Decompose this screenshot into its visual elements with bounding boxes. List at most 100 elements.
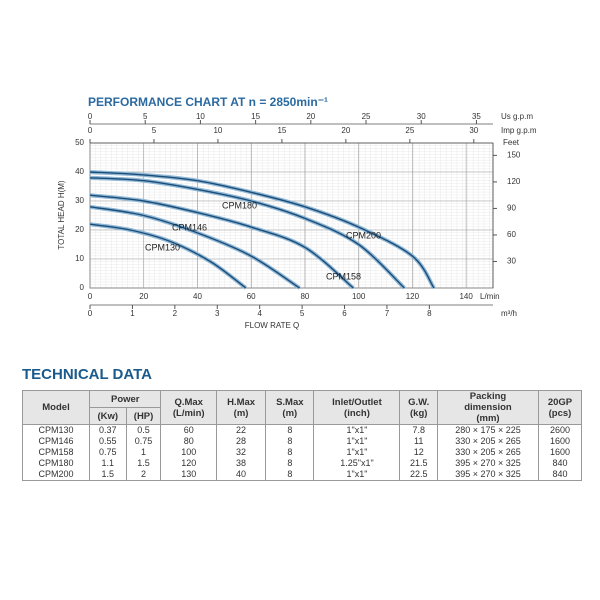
- section-title: TECHNICAL DATA: [22, 366, 152, 383]
- y-tick-label: 10: [75, 254, 84, 263]
- x-tick-label: 140: [459, 292, 473, 301]
- table-cell: CPM180: [22, 458, 90, 469]
- table-cell: 280 × 175 × 225: [437, 424, 539, 436]
- header-line: Q.Max: [174, 396, 203, 408]
- tick-label: 60: [507, 230, 516, 239]
- curve-label: CPM200: [346, 230, 381, 240]
- header-cell: (HP): [125, 407, 162, 425]
- table-cell: 0.37: [89, 424, 127, 436]
- header-line: (mm): [476, 413, 500, 424]
- header-line: Inlet/Outlet: [332, 396, 382, 408]
- table-cell: 8: [265, 447, 315, 458]
- tick-label: 150: [507, 150, 521, 159]
- curve-label: CPM180: [222, 200, 257, 210]
- header-cell: H.Max (m): [215, 390, 267, 425]
- table-cell: 1"x1": [313, 436, 401, 447]
- tick-label: 35: [472, 112, 481, 121]
- table-cell: 12: [399, 447, 438, 458]
- tick-label: 30: [507, 257, 516, 266]
- x-axis-label: FLOW RATE Q: [245, 321, 300, 330]
- header-line: Packing: [469, 391, 507, 402]
- x-tick-label: 20: [139, 292, 148, 301]
- table-cell: 8: [265, 458, 315, 469]
- y-tick-label: 20: [75, 225, 84, 234]
- table-cell: 40: [215, 469, 267, 481]
- table-cell: 1.25"x1": [313, 458, 401, 469]
- axis-unit: Feet: [503, 138, 520, 147]
- table-cell: 2: [125, 469, 162, 481]
- table-cell: 22: [215, 424, 267, 436]
- table-cell: 22.5: [399, 469, 438, 481]
- table-row: CPM200 1.5 2 130 40 8 1"x1" 22.5 395 × 270 × 325…: [22, 469, 582, 481]
- tick-label: 6: [342, 309, 347, 318]
- tick-label: 0: [88, 309, 93, 318]
- x-tick-label: 60: [247, 292, 256, 301]
- table-cell: 7.8: [399, 424, 438, 436]
- tick-label: 120: [507, 177, 521, 186]
- axis-unit: Imp g.p.m: [501, 126, 537, 135]
- header-cell: G.W. (kg): [399, 390, 438, 425]
- x-tick-label: 100: [352, 292, 366, 301]
- tick-label: 7: [385, 309, 390, 318]
- table-cell: 120: [160, 458, 217, 469]
- technical-table: Model Power Q.Max (L/min) H.Max (m) S.Max(…: [22, 390, 582, 481]
- table-cell: 38: [215, 458, 267, 469]
- table-cell: 80: [160, 436, 217, 447]
- table-cell: CPM130: [22, 424, 90, 436]
- table-cell: 1"x1": [313, 424, 401, 436]
- performance-chart: PERFORMANCE CHART AT n = 2850min⁻¹ TOTAL…: [57, 95, 537, 330]
- tick-label: 1: [130, 309, 135, 318]
- table-cell: 1600: [538, 436, 582, 447]
- header-cell: 20GP (pcs): [538, 390, 582, 425]
- tick-label: 4: [257, 309, 262, 318]
- table-cell: 28: [215, 436, 267, 447]
- header-cell: S.Max (m): [265, 390, 315, 425]
- x-tick-label: 0: [88, 292, 93, 301]
- curve: [89, 171, 435, 289]
- tick-label: 0: [88, 112, 93, 121]
- table-cell: 130: [160, 469, 217, 481]
- tick-label: 25: [405, 126, 414, 135]
- tick-label: 15: [251, 112, 260, 121]
- table-cell: 1.5: [125, 458, 162, 469]
- table-cell: CPM158: [22, 447, 90, 458]
- table-row: CPM180 1.1 1.5 120 38 8 1.25"x1" 21.5 395 × 270 …: [22, 458, 582, 469]
- table-cell: 32: [215, 447, 267, 458]
- table-cell: 8: [265, 424, 315, 436]
- x-unit: L/min: [480, 292, 500, 301]
- header-line: S.Max: [276, 396, 304, 408]
- table-cell: 0.55: [89, 436, 127, 447]
- table-cell: 395 × 270 × 325: [437, 458, 539, 469]
- table-cell: 0.75: [89, 447, 127, 458]
- tick-label: 30: [417, 112, 426, 121]
- header-cell: Q.Max (L/min): [160, 390, 217, 425]
- table-cell: 330 × 205 × 265: [437, 447, 539, 458]
- header-line: 20GP: [547, 396, 573, 408]
- y-axis-label: TOTAL HEAD H(M): [57, 180, 66, 250]
- plot-area: [89, 142, 494, 289]
- table-cell: 1"x1": [313, 469, 401, 481]
- tick-label: 25: [362, 112, 371, 121]
- table-cell: 8: [265, 436, 315, 447]
- header-cell: Power: [88, 390, 162, 408]
- table-cell: 11: [399, 436, 438, 447]
- header-line: (pcs): [548, 407, 572, 419]
- header-cell: Packing dimension (mm): [437, 390, 539, 425]
- tick-label: 30: [469, 126, 478, 135]
- y-tick-label: 30: [75, 196, 84, 205]
- table-cell: 840: [538, 458, 582, 469]
- table-cell: 840: [538, 469, 582, 481]
- header-line: G.W.: [408, 396, 430, 408]
- tick-label: 15: [277, 126, 286, 135]
- table-cell: 100: [160, 447, 217, 458]
- curve: [89, 177, 405, 289]
- table-cell: 60: [160, 424, 217, 436]
- tick-label: 0: [88, 126, 93, 135]
- header-line: (m): [282, 407, 298, 419]
- curve: [89, 223, 247, 289]
- table-row: CPM130 0.37 0.5 60 22 8 1"x1" 7.8 280 × 175 × 22…: [22, 424, 582, 436]
- header-line: dimension: [464, 402, 512, 413]
- table-cell: 1.1: [89, 458, 127, 469]
- table-cell: 8: [265, 469, 315, 481]
- tick-label: 20: [341, 126, 350, 135]
